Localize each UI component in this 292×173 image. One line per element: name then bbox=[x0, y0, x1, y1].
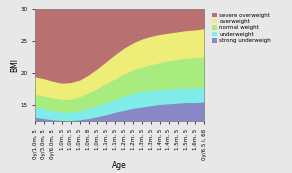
X-axis label: Age: Age bbox=[112, 161, 127, 170]
Y-axis label: BMI: BMI bbox=[10, 58, 19, 72]
Legend: severe overweight, overweight, normal weight, underweight, strong underweigh: severe overweight, overweight, normal we… bbox=[211, 11, 272, 44]
